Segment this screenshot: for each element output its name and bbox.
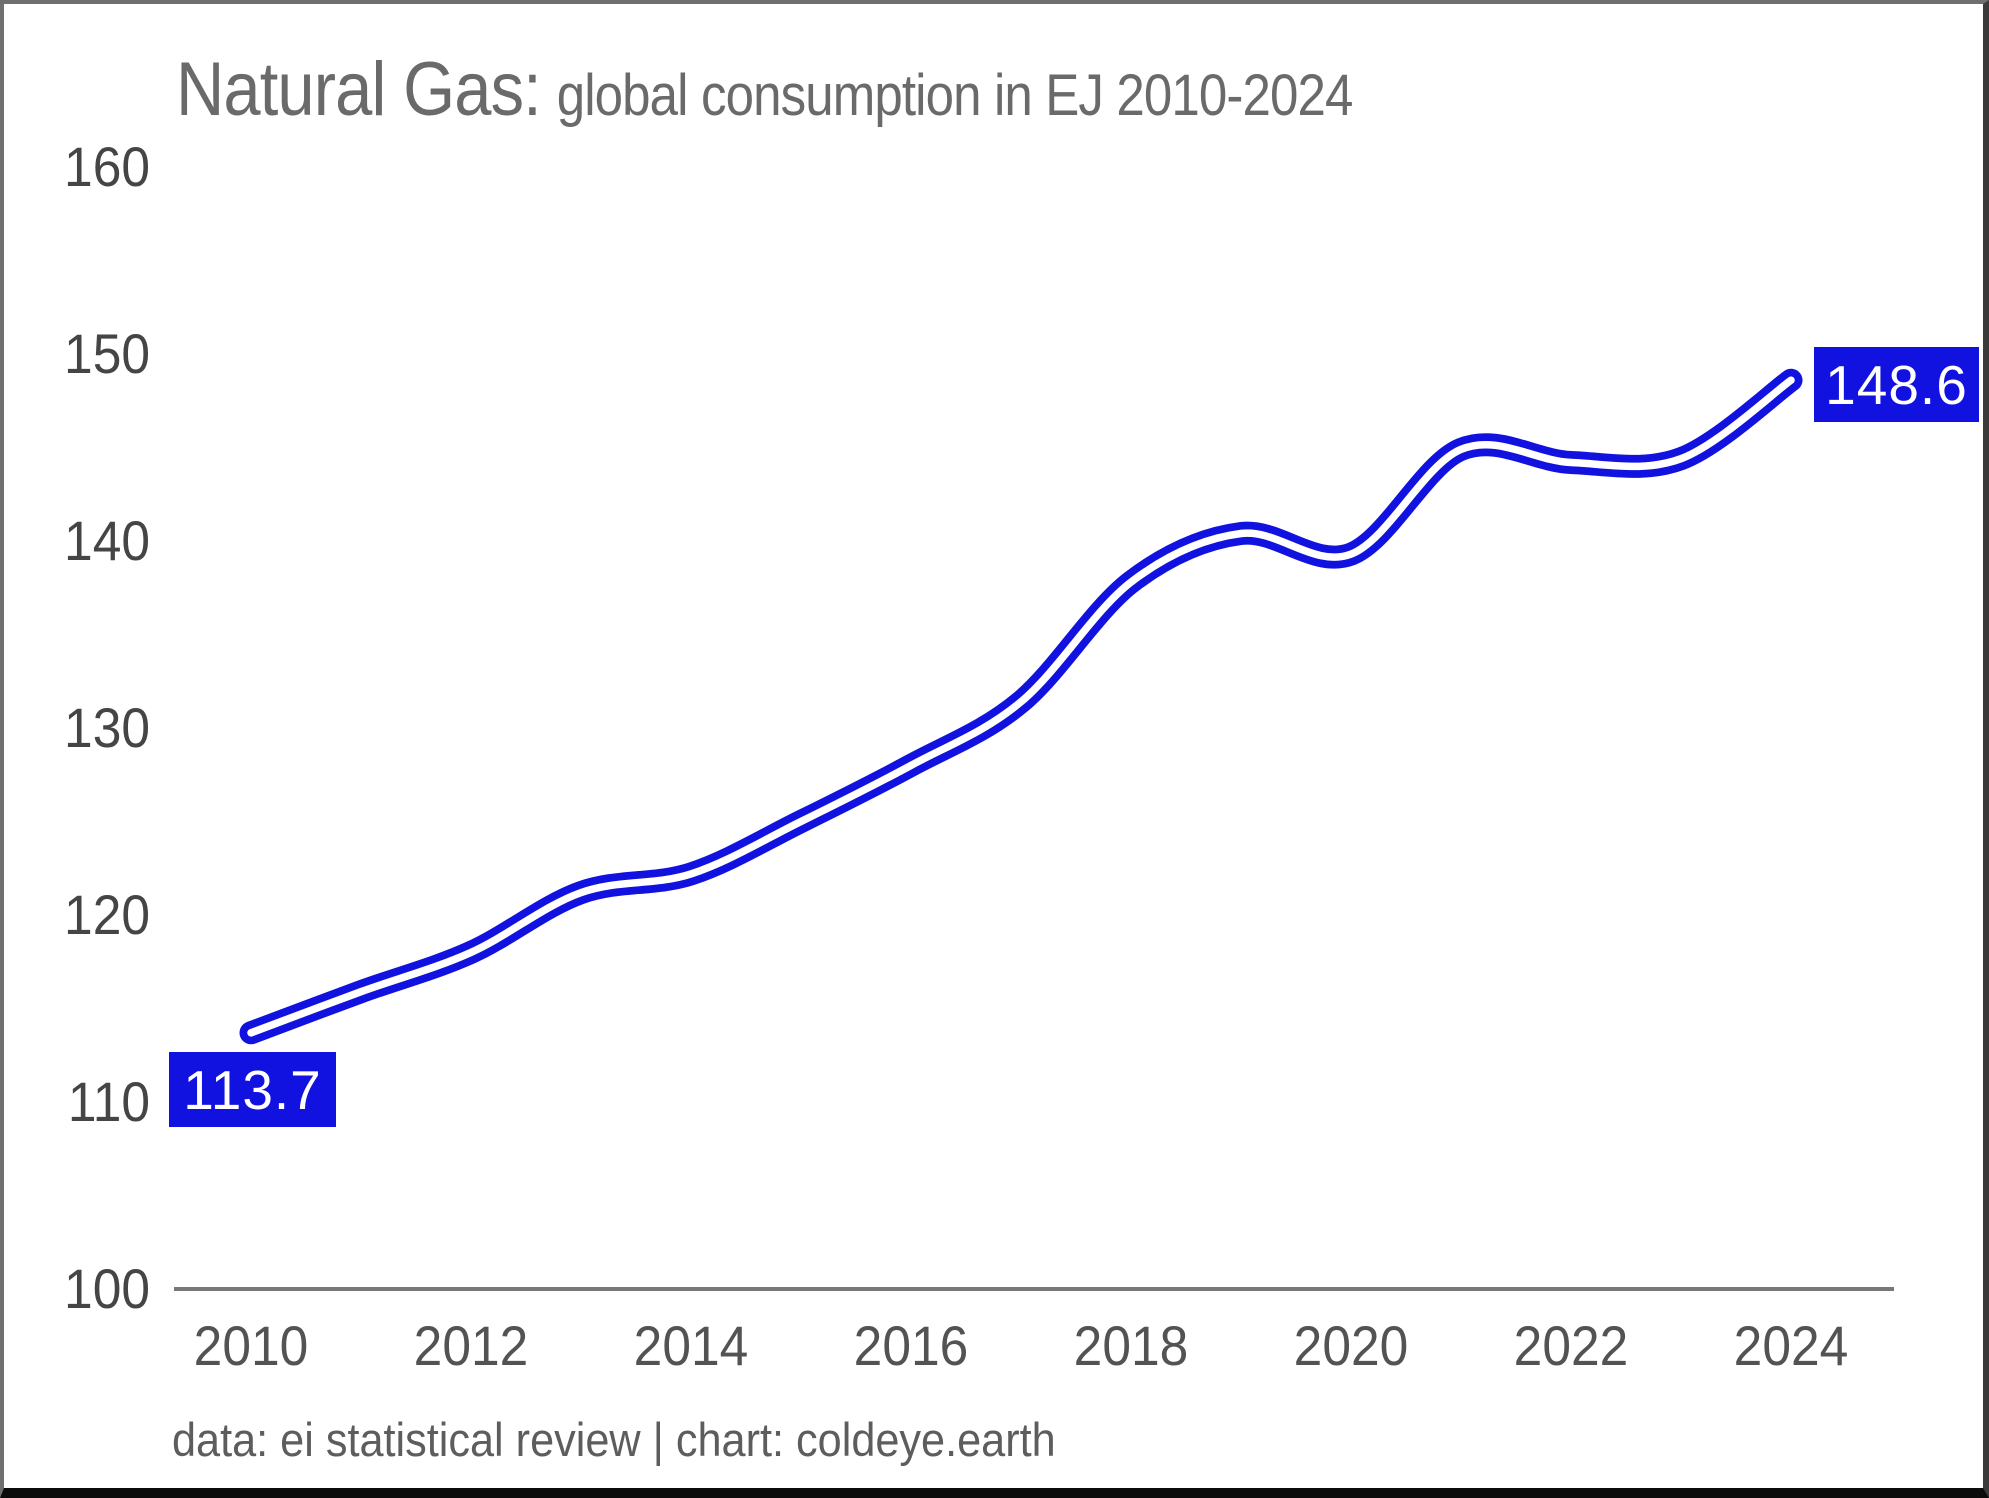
x-tick-label: 2014 <box>633 1314 749 1377</box>
y-tick-label: 100 <box>64 1257 150 1320</box>
y-tick-label: 150 <box>64 322 150 385</box>
x-tick-label: 2012 <box>413 1314 529 1377</box>
x-tick-label: 2024 <box>1733 1314 1849 1377</box>
source-caption: data: ei statistical review | chart: col… <box>172 1413 1056 1466</box>
y-tick-label: 130 <box>64 696 150 759</box>
x-tick-label: 2022 <box>1513 1314 1629 1377</box>
line-chart-plot <box>174 368 1894 1291</box>
start-value-text: 113.7 <box>183 1058 322 1121</box>
end-value-badge: 148.6 <box>1814 347 1979 422</box>
y-tick-label: 120 <box>64 883 150 946</box>
data-line-white-core <box>247 376 1795 1037</box>
end-value-text: 148.6 <box>1825 353 1968 416</box>
chart-title: Natural Gas: global consumption in EJ 20… <box>176 46 1354 133</box>
title-subtitle-text: global consumption in EJ 2010-2024 <box>556 63 1354 128</box>
x-tick-label: 2010 <box>193 1314 309 1377</box>
start-value-badge: 113.7 <box>169 1052 336 1127</box>
x-tick-label: 2020 <box>1293 1314 1409 1377</box>
y-tick-label: 160 <box>64 135 150 198</box>
x-tick-label: 2016 <box>853 1314 969 1377</box>
x-tick-label: 2018 <box>1073 1314 1189 1377</box>
y-tick-label: 110 <box>67 1070 150 1133</box>
title-main-text: Natural Gas: <box>176 47 542 132</box>
y-tick-label: 140 <box>64 509 150 572</box>
